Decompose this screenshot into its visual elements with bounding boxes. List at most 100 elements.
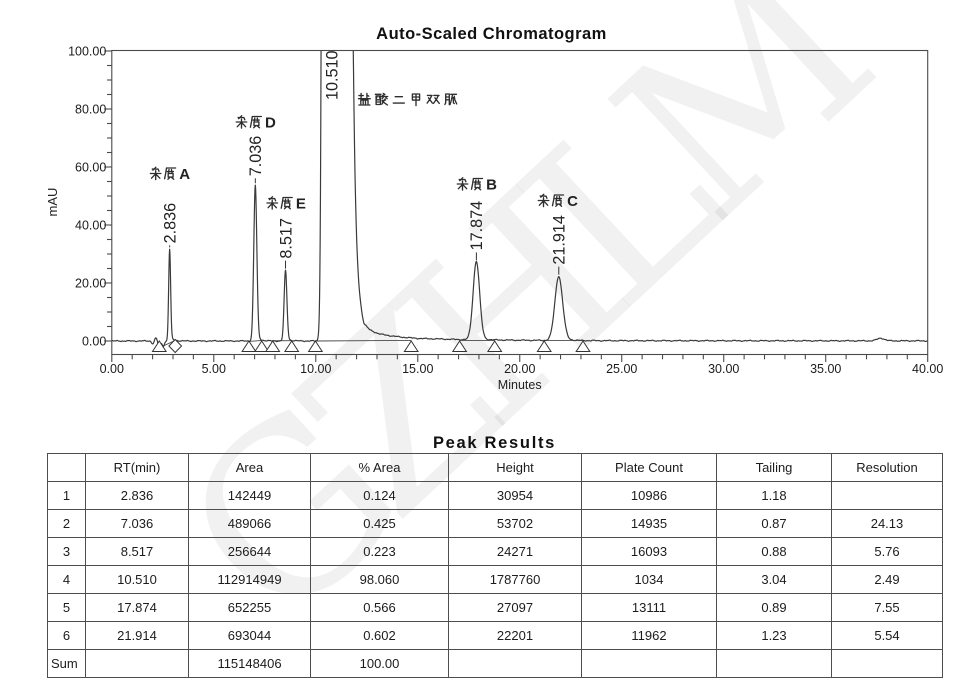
table-header-cell: % Area	[310, 453, 449, 482]
hanzi-质	[551, 194, 565, 207]
integration-baseline	[315, 339, 412, 342]
table-header-cell: Area	[188, 453, 311, 482]
peak-rt-label: 7.036	[247, 136, 265, 177]
table-row: 6 21.914 693044 0.602 22201 11962 1.23 5.54	[47, 621, 943, 650]
hanzi-质	[249, 115, 263, 129]
table-row: 1 2.836 142449 0.124 30954 10986 1.18	[47, 481, 943, 510]
peak-rt-label: 21.914	[551, 215, 569, 265]
table-cell	[448, 649, 582, 678]
hanzi-甲	[411, 93, 421, 107]
table-cell: 5.54	[831, 621, 943, 650]
table-cell: 693044	[188, 621, 311, 650]
table-cell: 22201	[448, 621, 582, 650]
table-cell: 0.88	[716, 537, 832, 566]
table-cell: 6	[47, 621, 86, 650]
table-cell: 652255	[188, 593, 311, 622]
x-tick-label: 35.00	[810, 362, 841, 376]
table-cell: 0.223	[310, 537, 449, 566]
y-tick-label: 20.00	[75, 276, 106, 290]
x-tick-label: 40.00	[912, 362, 943, 376]
table-cell: 112914949	[188, 565, 311, 594]
table-header-cell: Tailing	[716, 453, 832, 482]
table-header-cell: Height	[448, 453, 582, 482]
table-cell: 100.00	[310, 649, 449, 678]
table-title: Peak Results	[432, 434, 557, 452]
table-cell: 0.89	[716, 593, 832, 622]
table-cell: 24.13	[831, 509, 943, 538]
y-tick-label: 80.00	[75, 102, 106, 116]
y-axis-title: mAU	[45, 188, 60, 217]
peak-rt-label: 17.874	[468, 201, 486, 251]
table-cell: 115148406	[188, 649, 311, 678]
table-header-cell	[47, 453, 86, 482]
y-tick-label: 100.00	[68, 44, 106, 58]
table-cell	[831, 481, 943, 510]
integration-start-end-marker	[241, 340, 257, 352]
table-cell: 2.49	[831, 565, 943, 594]
table-row: 4 10.510 112914949 98.060 1787760 1034 3.04 2.4…	[47, 565, 943, 594]
hanzi-质	[280, 196, 293, 210]
chart-title: Auto-Scaled Chromatogram	[376, 25, 607, 43]
table-cell: 53702	[448, 509, 582, 538]
table-cell	[716, 649, 832, 678]
table-cell: 10986	[581, 481, 717, 510]
integration-start-end-marker	[451, 340, 468, 352]
y-tick-label: 60.00	[75, 160, 106, 174]
x-tick-label: 25.00	[606, 362, 637, 376]
peak-results-table: RT(min) Area% Area Height Plate Count Tailin…	[47, 453, 943, 678]
x-tick-label: 10.00	[300, 362, 331, 376]
table-cell: 5.76	[831, 537, 943, 566]
integration-start-end-marker	[403, 340, 419, 352]
table-cell: 7.55	[831, 593, 943, 622]
integration-start-end-marker	[151, 340, 168, 352]
integration-start-end-marker	[253, 340, 270, 352]
x-tick-label: 15.00	[402, 362, 433, 376]
table-header-cell: RT(min)	[85, 453, 189, 482]
integration-start-end-marker	[264, 340, 281, 352]
y-tick-label: 0.00	[82, 334, 106, 348]
table-header-row: RT(min) Area% Area Height Plate Count Tailin…	[47, 453, 943, 482]
table-cell: 11962	[581, 621, 717, 650]
table-cell: 5	[47, 593, 86, 622]
table-cell: 10.510	[85, 565, 189, 594]
table-row: Sum 115148406 100.00	[47, 649, 943, 678]
hanzi-杂	[456, 177, 469, 191]
hanzi-酸	[374, 92, 389, 106]
hanzi-杂	[149, 166, 162, 181]
table-row: 2 7.036 489066 0.425 53702 14935 0.87 24.13	[47, 509, 943, 538]
hanzi-胍	[444, 93, 458, 106]
table-cell: 0.566	[310, 593, 449, 622]
table-cell: 0.425	[310, 509, 449, 538]
table-header-cell: Resolution	[831, 453, 943, 482]
x-tick-label: 0.00	[100, 362, 124, 376]
x-tick-label: 5.00	[202, 362, 226, 376]
table-cell: 7.036	[85, 509, 189, 538]
x-tick-label: 20.00	[504, 362, 535, 376]
table-cell: 0.87	[716, 509, 832, 538]
table-cell: 8.517	[85, 537, 189, 566]
table-cell: 1	[47, 481, 86, 510]
table-cell: 27097	[448, 593, 582, 622]
table-cell: 142449	[188, 481, 311, 510]
table-cell: 98.060	[310, 565, 449, 594]
table-cell: 489066	[188, 509, 311, 538]
integration-baseline	[248, 339, 262, 342]
table-cell: 14935	[581, 509, 717, 538]
table-body: RT(min) Area% Area Height Plate Count Tailin…	[47, 453, 943, 678]
chromatogram-svg: Auto-Scaled Chromatogram 0.00 20.00 40.00 60…	[45, 25, 943, 392]
chromatogram-chart: Auto-Scaled Chromatogram 0.00 20.00 40.00 60…	[45, 25, 943, 392]
hanzi-杂	[537, 193, 550, 208]
table-cell: 1.23	[716, 621, 832, 650]
table-cell: 3.04	[716, 565, 832, 594]
table-header-cell: Plate Count	[581, 453, 717, 482]
table-cell: 256644	[188, 537, 311, 566]
x-tick-label: 30.00	[708, 362, 739, 376]
hanzi-盐	[357, 92, 371, 106]
table-cell: 0.602	[310, 621, 449, 650]
table-cell: 2.836	[85, 481, 189, 510]
hanzi-杂	[266, 196, 279, 210]
table-cell: 13111	[581, 593, 717, 622]
table-cell: 4	[47, 565, 86, 594]
table-cell: Sum	[47, 649, 86, 678]
